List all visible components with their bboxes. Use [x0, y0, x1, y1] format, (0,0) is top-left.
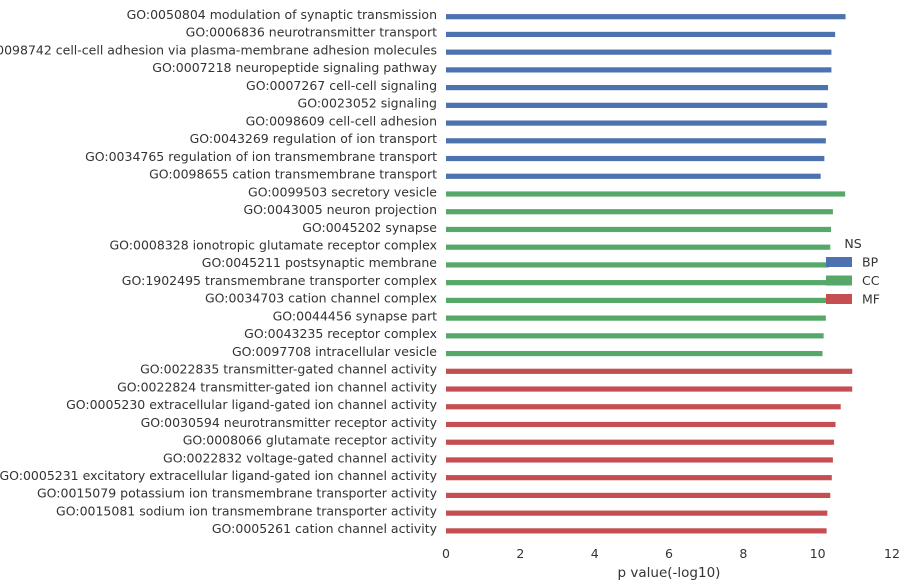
category-label-go-0097708: GO:0097708 intracellular vesicle — [232, 344, 437, 359]
category-label-go-0099503: GO:0099503 secretory vesicle — [248, 184, 437, 199]
bar-go-0045202 — [446, 226, 832, 233]
bar-go-0015081 — [446, 510, 828, 516]
category-label-go-0098742: GO:0098742 cell-cell adhesion via plasma… — [0, 42, 437, 57]
category-label-go-0008328: GO:0008328 ionotropic glutamate receptor… — [110, 237, 438, 252]
category-label-go-0034765: GO:0034765 regulation of ion transmembra… — [85, 149, 437, 164]
bar-go-0023052 — [446, 102, 828, 108]
category-label-go-0005231: GO:0005231 excitatory extracellular liga… — [0, 468, 438, 483]
x-tick-label-4: 4 — [591, 546, 599, 561]
category-label-go-0005230: GO:0005230 extracellular ligand-gated io… — [66, 397, 438, 412]
bar-go-0030594 — [446, 421, 836, 428]
category-label-go-0022832: GO:0022832 voltage-gated channel activit… — [163, 450, 438, 465]
category-label-go-0098655: GO:0098655 cation transmembrane transpor… — [149, 167, 437, 182]
legend-title: NS — [844, 236, 861, 251]
x-axis-title: p value(-log10) — [618, 565, 721, 581]
category-label-go-0044456: GO:0044456 synapse part — [273, 308, 437, 323]
x-tick-label-2: 2 — [516, 546, 524, 561]
x-axis-ticks: 0 2 4 6 8 10 12 — [442, 546, 900, 561]
category-label-go-0015079: GO:0015079 potassium ion transmembrane t… — [37, 486, 438, 501]
x-tick-label-6: 6 — [665, 546, 673, 561]
legend-swatch-cc — [826, 275, 852, 286]
bar-go-0043269 — [446, 138, 826, 144]
category-label-go-0023052: GO:0023052 signaling — [298, 96, 437, 111]
x-tick-label-12: 12 — [884, 546, 900, 561]
category-label-go-1902495: GO:1902495 transmembrane transporter com… — [122, 273, 437, 288]
bar-go-0044456 — [446, 315, 826, 321]
category-label-go-0050804: GO:0050804 modulation of synaptic transm… — [127, 7, 437, 22]
bar-go-0022824 — [446, 386, 853, 392]
bar-go-0005231 — [446, 475, 832, 481]
category-label-go-0034703: GO:0034703 cation channel complex — [205, 291, 437, 306]
legend-label-bp: BP — [862, 255, 879, 270]
category-label-go-0098609: GO:0098609 cell-cell adhesion — [246, 113, 437, 128]
bar-go-0015079 — [446, 492, 831, 499]
category-label-go-0045211: GO:0045211 postsynaptic membrane — [202, 255, 438, 270]
legend-label-cc: CC — [862, 273, 880, 288]
category-label-go-0008066: GO:0008066 glutamate receptor activity — [183, 433, 438, 448]
bar-go-0006836 — [446, 31, 836, 38]
bar-go-0034765 — [446, 155, 825, 162]
legend-swatch-mf — [826, 294, 852, 304]
bar-go-0022835 — [446, 368, 853, 374]
bar-go-0007267 — [446, 85, 829, 91]
category-label-go-0022835: GO:0022835 transmitter-gated channel act… — [140, 362, 437, 377]
bar-go-0043235 — [446, 333, 824, 339]
bar-go-0045211 — [446, 262, 829, 268]
category-labels: GO:0050804 modulation of synaptic transm… — [0, 7, 438, 536]
category-label-go-0005261: GO:0005261 cation channel activity — [212, 521, 438, 536]
bar-go-0099503 — [446, 191, 846, 197]
bars-layer — [446, 14, 853, 534]
legend: NS BP CC MF — [826, 236, 880, 307]
category-label-go-0043269: GO:0043269 regulation of ion transport — [190, 131, 438, 146]
bar-go-1902495 — [446, 280, 829, 286]
bar-go-0007218 — [446, 67, 832, 73]
legend-swatch-bp — [826, 257, 852, 267]
category-label-go-0043005: GO:0043005 neuron projection — [243, 202, 437, 217]
bar-go-0008066 — [446, 439, 835, 445]
bar-go-0043005 — [446, 209, 833, 215]
category-label-go-0007267: GO:0007267 cell-cell signaling — [246, 78, 437, 93]
bar-go-0050804 — [446, 14, 846, 20]
bar-go-0005230 — [446, 404, 841, 410]
category-label-go-0030594: GO:0030594 neurotransmitter receptor act… — [141, 415, 438, 430]
category-label-go-0015081: GO:0015081 sodium ion transmembrane tran… — [56, 503, 438, 518]
bar-go-0097708 — [446, 350, 823, 357]
category-label-go-0007218: GO:0007218 neuropeptide signaling pathwa… — [152, 60, 437, 75]
category-label-go-0006836: GO:0006836 neurotransmitter transport — [186, 25, 437, 40]
bar-go-0098655 — [446, 173, 821, 179]
bar-go-0008328 — [446, 244, 831, 250]
x-tick-label-0: 0 — [442, 546, 450, 561]
x-tick-label-8: 8 — [739, 546, 747, 561]
bar-go-0034703 — [446, 297, 828, 303]
bar-go-0022832 — [446, 457, 833, 463]
bar-go-0098742 — [446, 49, 832, 55]
bar-go-0005261 — [446, 528, 827, 534]
x-tick-label-10: 10 — [810, 546, 826, 561]
legend-label-mf: MF — [862, 292, 880, 307]
category-label-go-0022824: GO:0022824 transmitter-gated ion channel… — [117, 379, 438, 394]
category-label-go-0043235: GO:0043235 receptor complex — [244, 326, 437, 341]
bar-go-0098609 — [446, 120, 827, 126]
category-label-go-0045202: GO:0045202 synapse — [302, 220, 437, 235]
